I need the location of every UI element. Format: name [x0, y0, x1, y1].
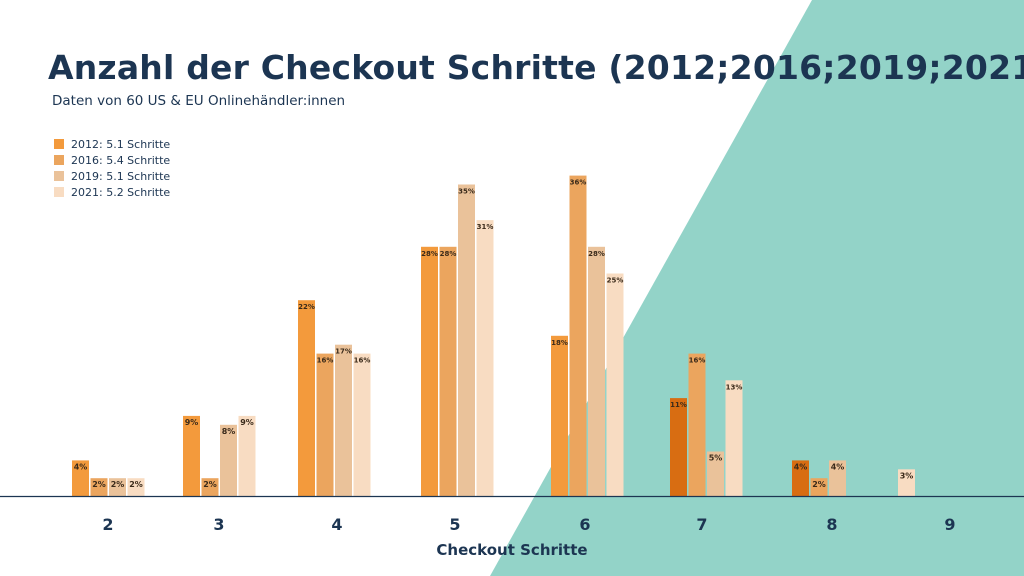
data-label: 18% [551, 339, 568, 347]
bar [725, 380, 743, 496]
data-label: 13% [726, 383, 743, 391]
bar [183, 415, 200, 496]
bar [335, 344, 352, 496]
bar [688, 353, 706, 496]
x-tick-label: 4 [331, 515, 342, 534]
legend-label: 2021: 5.2 Schritte [71, 185, 171, 199]
data-label: 2% [111, 480, 125, 489]
x-tick-label: 3 [213, 515, 224, 534]
legend: 2012: 5.1 Schritte 2016: 5.4 Schritte 2019… [54, 136, 170, 200]
data-label: 2% [129, 480, 143, 489]
legend-swatch [54, 139, 64, 149]
legend-swatch [54, 187, 64, 197]
legend-label: 2016: 5.4 Schritte [71, 153, 171, 167]
data-label: 9% [240, 418, 254, 427]
data-label: 2% [92, 480, 106, 489]
x-tick-label: 9 [944, 515, 955, 534]
data-label: 16% [317, 357, 334, 365]
legend-item: 2021: 5.2 Schritte [54, 184, 170, 200]
data-label: 5% [709, 454, 723, 463]
data-label: 3% [900, 471, 914, 480]
bar [72, 460, 89, 496]
data-label: 35% [458, 188, 475, 196]
bar [551, 335, 568, 496]
bar [298, 300, 315, 496]
bar [588, 246, 605, 496]
data-label: 22% [298, 303, 315, 311]
data-label: 2% [812, 480, 826, 489]
legend-label: 2012: 5.1 Schritte [71, 137, 171, 151]
data-label: 28% [421, 250, 438, 258]
data-label: 16% [689, 357, 706, 365]
legend-item: 2012: 5.1 Schritte [54, 136, 170, 152]
bar [707, 451, 724, 496]
data-label: 16% [354, 357, 371, 365]
x-tick-label: 6 [579, 515, 590, 534]
data-label: 4% [831, 462, 845, 471]
bar [421, 246, 438, 496]
legend-label: 2019: 5.1 Schritte [71, 169, 171, 183]
bar [201, 478, 219, 496]
data-label: 31% [477, 223, 494, 231]
data-label: 8% [222, 427, 236, 436]
bar [353, 353, 371, 496]
bar [606, 273, 624, 496]
data-label: 28% [588, 250, 605, 258]
bar [670, 398, 687, 496]
bar [439, 246, 457, 496]
legend-item: 2019: 5.1 Schritte [54, 168, 170, 184]
x-tick-labels: 2 3 4 5 6 7 8 9 [102, 515, 955, 534]
bar [90, 478, 108, 496]
bar [810, 478, 828, 496]
data-label: 11% [670, 401, 687, 409]
data-label: 28% [440, 250, 457, 258]
legend-swatch [54, 155, 64, 165]
bar [220, 424, 237, 496]
legend-item: 2016: 5.4 Schritte [54, 152, 170, 168]
x-axis-label-text: Checkout Schritte [436, 541, 588, 559]
chart-title: Anzahl der Checkout Schritte (2012;2016;… [48, 48, 1024, 87]
x-tick-label: 5 [449, 515, 460, 534]
data-label: 36% [570, 179, 587, 187]
data-label: 25% [607, 277, 624, 285]
bar [109, 478, 126, 496]
chart-subtitle: Daten von 60 US & EU Onlinehändler:innen [52, 93, 346, 109]
bar [127, 478, 145, 496]
bar [316, 353, 334, 496]
data-label: 17% [335, 348, 352, 356]
x-axis-label: Checkout Schritte [0, 541, 1024, 559]
data-label: 4% [74, 462, 88, 471]
x-tick-label: 7 [696, 515, 707, 534]
bars-group: 4%2% 2% 2%9%2%8%9%22%16%17%16%28% 28%35%31%… [72, 175, 915, 496]
bar [458, 184, 475, 496]
bar [238, 415, 256, 496]
bar [569, 175, 587, 496]
x-tick-label: 2 [102, 515, 113, 534]
data-label: 2% [203, 480, 217, 489]
bar [476, 220, 494, 496]
x-tick-label: 8 [826, 515, 837, 534]
data-label: 9% [185, 418, 199, 427]
bar [898, 469, 915, 496]
legend-swatch [54, 171, 64, 181]
bar [829, 460, 846, 496]
data-label: 4% [794, 462, 808, 471]
bar [792, 460, 809, 496]
